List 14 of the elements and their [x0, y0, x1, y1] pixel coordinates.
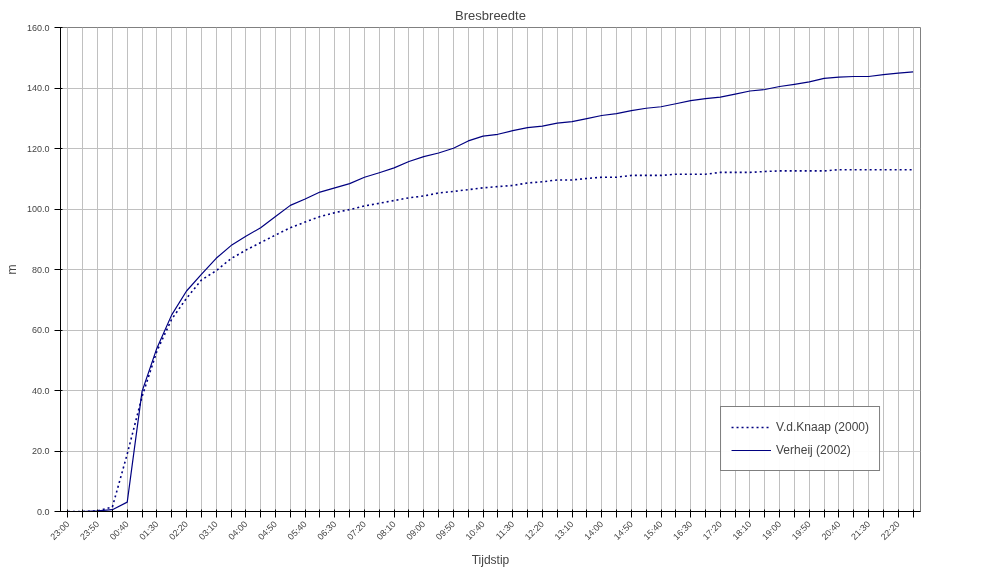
y-tick-label: 120.0	[26, 143, 50, 154]
y-tick-label: 0.0	[36, 506, 50, 517]
y-tick-label: 60.0	[31, 325, 50, 335]
y-tick-label: 100.0	[26, 204, 50, 214]
chart-title: Bresbreedte	[455, 7, 526, 23]
y-tick-label: 160.0	[26, 22, 50, 33]
y-tick-label: 20.0	[31, 446, 50, 456]
y-axis-title: m	[4, 264, 19, 275]
x-axis-title: Tijdstip	[471, 553, 510, 568]
y-tick-label: 140.0	[26, 83, 50, 93]
y-tick-label: 40.0	[31, 385, 50, 396]
y-tick-label: 80.0	[31, 264, 50, 275]
legend-label: V.d.Knaap (2000)	[776, 420, 869, 434]
legend-label: Verheij (2002)	[776, 443, 851, 457]
